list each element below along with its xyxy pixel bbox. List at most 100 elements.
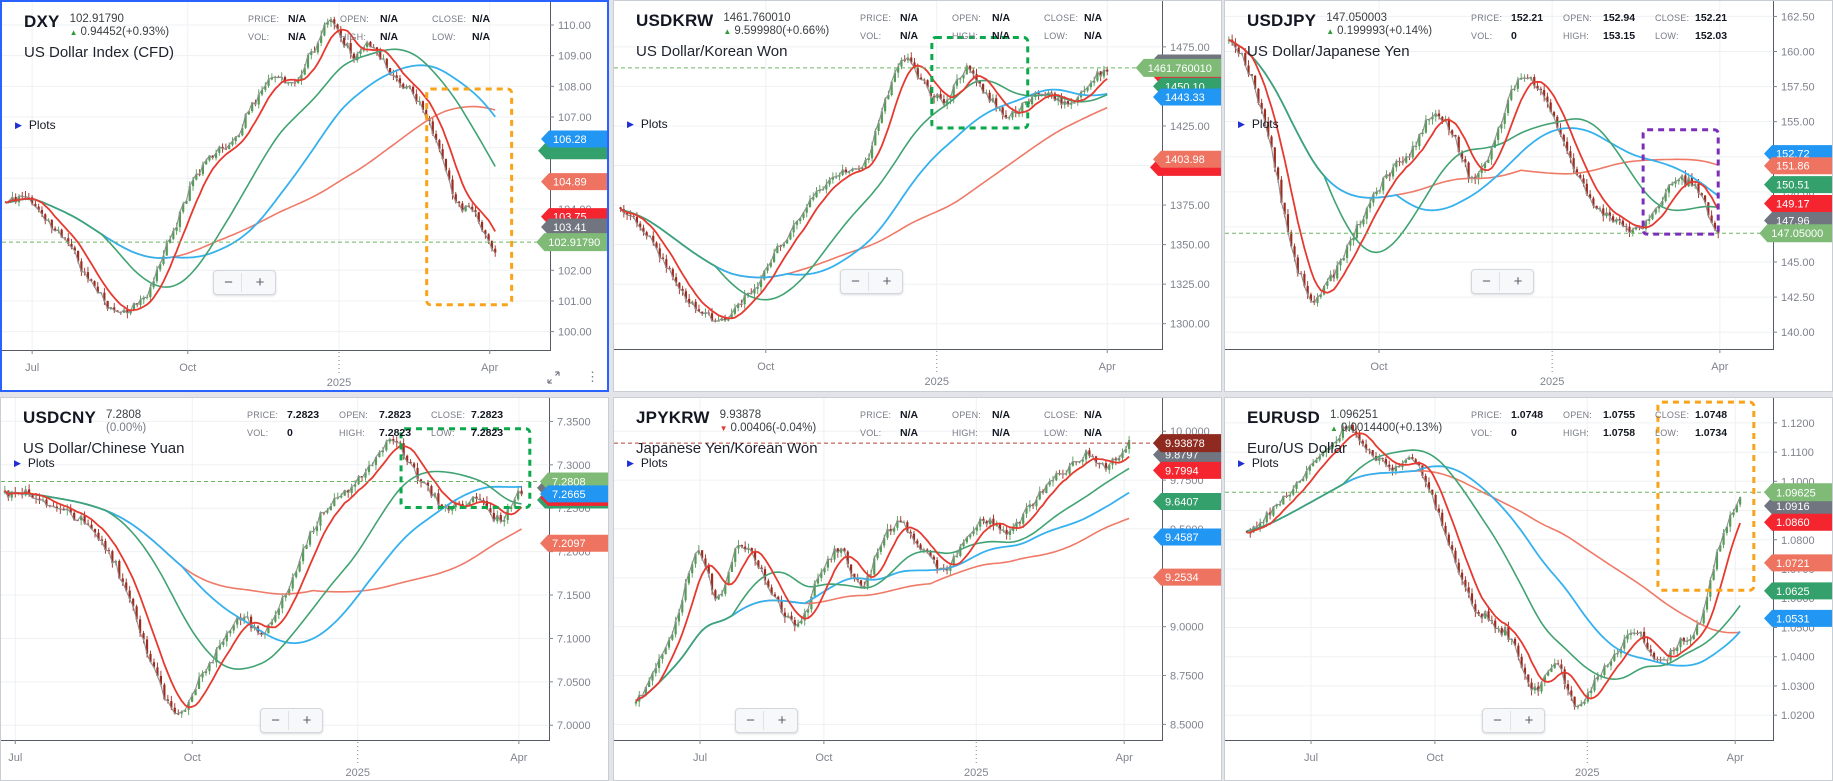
zoom-out-button[interactable]: −: [263, 711, 289, 730]
price-axis[interactable]: 162.50160.00157.50155.00152.50150.00147.…: [1773, 1, 1815, 349]
zoom-in-button[interactable]: +: [1505, 272, 1531, 291]
price-badge-label: 7.2097: [552, 538, 586, 550]
open-value: 152.94: [1603, 12, 1636, 24]
chart-canvas[interactable]: 162.50160.00157.50155.00152.50150.00147.…: [1225, 1, 1832, 391]
price-tick-label: 1.0400: [1781, 652, 1815, 664]
price-badge-label: 1.0916: [1776, 501, 1810, 513]
zoom-out-button[interactable]: −: [216, 273, 242, 292]
time-tick-label: Oct: [1426, 752, 1443, 764]
price-badge-salmon: [541, 173, 607, 191]
open-label: OPEN:: [952, 13, 982, 23]
ma-line-green: [1228, 39, 1719, 254]
price-badge-label: 102.91790: [548, 237, 600, 249]
plots-label: Plots: [1251, 117, 1279, 131]
change-value: 0.199993(+0.14%): [1337, 25, 1433, 37]
plots-expand-icon: ▶: [627, 119, 634, 129]
instrument-name: Euro/US Dollar: [1247, 440, 1348, 457]
chart-canvas[interactable]: 1.12001.11001.10001.09001.08001.07001.06…: [1225, 398, 1832, 780]
zoom-in-button[interactable]: +: [247, 273, 273, 292]
price-badge-darkgreen: [1153, 492, 1221, 510]
price-label: PRICE:: [1471, 410, 1503, 420]
price-badge-green: [1759, 224, 1832, 243]
plots-toggle[interactable]: ▶ Plots: [627, 456, 668, 470]
time-axis[interactable]: Oct Apr 2025: [614, 349, 1163, 388]
ma-line-salmon: [635, 517, 1130, 702]
chart-panel-eurusd[interactable]: 1.12001.11001.10001.09001.08001.07001.06…: [1224, 397, 1833, 781]
zoom-in-button[interactable]: +: [1516, 711, 1542, 730]
zoom-out-button[interactable]: −: [843, 272, 869, 291]
zoom-out-button[interactable]: −: [1474, 272, 1500, 291]
price-badge-label: 9.2534: [1165, 572, 1199, 584]
symbol-header: DXY 102.91790 ▲ 0.94452(+0.93%): [24, 12, 169, 39]
close-label: CLOSE:: [432, 14, 467, 24]
gridlines: [2, 2, 550, 350]
time-axis[interactable]: Jul Oct Apr 2025: [1225, 740, 1774, 779]
symbol-name: USDJPY: [1247, 11, 1317, 30]
zoom-out-button[interactable]: −: [738, 711, 764, 730]
close-label: CLOSE:: [1044, 13, 1079, 23]
price-tick-label: 9.0000: [1170, 622, 1204, 634]
ma-line-green: [635, 467, 1130, 702]
chart-panel-dxy[interactable]: 110.00109.00108.00107.00106.00105.00104.…: [0, 0, 609, 392]
chart-panel-usdjpy[interactable]: 162.50160.00157.50155.00152.50150.00147.…: [1224, 0, 1833, 392]
time-tick-label: Apr: [1116, 752, 1133, 764]
price-tick-label: 110.00: [558, 20, 591, 32]
price-badge-label: 103.41: [553, 222, 587, 234]
ma-line-red: [5, 28, 496, 312]
plots-toggle[interactable]: ▶ Plots: [15, 118, 56, 132]
price-badge-blue: [1153, 528, 1221, 546]
high-label: HIGH:: [952, 31, 979, 41]
zoom-in-button[interactable]: +: [769, 711, 795, 730]
chart-panel-jpykrw[interactable]: 10.00009.75009.50009.25009.00008.75008.5…: [613, 397, 1222, 781]
plots-toggle[interactable]: ▶ Plots: [14, 456, 55, 470]
price-badge-label: 9.93878: [1165, 438, 1205, 450]
highlight-box: [1656, 400, 1756, 592]
ohlc-readout: PRICE: 7.2823 VOL: 0 OPEN: 7.2823 HIGH: 7.28…: [247, 407, 523, 441]
chart-canvas[interactable]: 7.35007.30007.25007.20007.15007.10007.05…: [1, 398, 608, 780]
time-axis[interactable]: Oct Apr 2025: [1225, 349, 1774, 388]
price-badge-red: [1153, 461, 1221, 479]
time-tick-label: Oct: [179, 362, 196, 374]
price-value: N/A: [900, 409, 919, 421]
plots-toggle[interactable]: ▶ Plots: [1238, 456, 1279, 470]
zoom-controls: − +: [1482, 708, 1545, 733]
candlestick-series: [634, 435, 1131, 707]
chart-panel-usdcny[interactable]: 7.3500 7.3000 7.2500 7.2000 7.1500 7.1000 7.05…: [0, 397, 609, 781]
time-axis[interactable]: Jul Oct Apr 2025: [614, 740, 1163, 779]
plots-toggle[interactable]: ▶ Plots: [627, 117, 668, 131]
price-tick-label: 101.00: [558, 296, 592, 308]
ma-line-red: [635, 455, 1130, 703]
price-line-gray: [1246, 424, 1741, 708]
low-value: N/A: [1084, 30, 1103, 42]
zoom-controls: − +: [840, 269, 903, 294]
price-badge-salmon: [1153, 568, 1221, 586]
close-label: CLOSE:: [1655, 410, 1690, 420]
change-value: (0.00%): [106, 422, 147, 434]
price-badge-label: 151.86: [1776, 161, 1810, 173]
chart-panel-usdkrw[interactable]: 1475.001450.001425.001400.001375.001350.…: [613, 0, 1222, 392]
plots-expand-icon: ▶: [1238, 458, 1245, 468]
time-axis[interactable]: Jul Oct Apr 2025: [1, 740, 550, 779]
time-axis[interactable]: Jul Oct Apr 2025: [2, 350, 551, 389]
price-badge-green: [1135, 58, 1221, 77]
fullscreen-icon[interactable]: [547, 370, 560, 384]
price-axis[interactable]: 7.35007.30007.25007.20007.15007.10007.05…: [549, 398, 591, 740]
zoom-in-button[interactable]: +: [874, 272, 900, 291]
ma-line-blue: [5, 64, 496, 259]
plots-label: Plots: [640, 117, 668, 131]
high-value: N/A: [992, 30, 1011, 42]
zoom-in-button[interactable]: +: [294, 711, 320, 730]
plots-toggle[interactable]: ▶ Plots: [1238, 117, 1279, 131]
ma-line-blue: [635, 491, 1130, 702]
price-tick-label: 107.00: [558, 112, 592, 124]
zoom-out-button[interactable]: −: [1485, 711, 1511, 730]
chart-canvas[interactable]: 110.00109.00108.00107.00106.00105.00104.…: [2, 2, 609, 392]
close-label: CLOSE:: [1044, 410, 1079, 420]
chart-canvas[interactable]: 10.00009.75009.50009.25009.00008.75008.5…: [614, 398, 1221, 780]
price-tick-label: 8.5000: [1170, 719, 1204, 731]
plots-expand-icon: ▶: [1238, 119, 1245, 129]
pane-menu-icon[interactable]: ⋮: [586, 369, 599, 384]
close-value: N/A: [1084, 409, 1103, 421]
